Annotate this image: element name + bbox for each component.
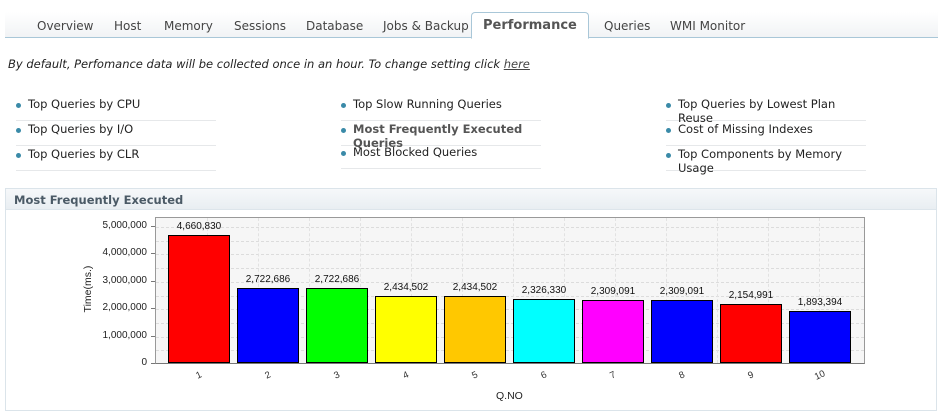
query-link-top-components-by-memory-usage[interactable]: Top Components by Memory Usage bbox=[666, 147, 866, 175]
bar-value-label: 2,154,991 bbox=[728, 289, 774, 301]
query-link-top-queries-by-cpu[interactable]: Top Queries by CPU bbox=[16, 97, 216, 121]
bar-q10[interactable] bbox=[789, 311, 851, 363]
tab-database[interactable]: Database bbox=[306, 19, 364, 33]
tab-queries[interactable]: Queries bbox=[604, 19, 651, 33]
query-link-cost-of-missing-indexes[interactable]: Cost of Missing Indexes bbox=[666, 122, 866, 146]
y-tick-mark bbox=[151, 280, 155, 282]
tab-wmi-monitor[interactable]: WMI Monitor bbox=[670, 19, 746, 33]
y-tick-label: 3,000,000 bbox=[102, 274, 148, 286]
gridline bbox=[156, 295, 864, 297]
y-tick-label: 4,000,000 bbox=[102, 247, 148, 259]
gridline bbox=[768, 218, 769, 363]
query-link-top-queries-by-lowest-plan-reuse[interactable]: Top Queries by Lowest Plan Reuse bbox=[666, 97, 866, 125]
query-link-most-blocked-queries[interactable]: Most Blocked Queries bbox=[341, 145, 541, 169]
gridline bbox=[156, 240, 864, 242]
gridline bbox=[819, 218, 820, 363]
bar-q8[interactable] bbox=[651, 299, 713, 363]
bar-value-label: 2,434,502 bbox=[383, 282, 429, 294]
tab-memory[interactable]: Memory bbox=[164, 19, 213, 33]
tab-performance[interactable]: Performance bbox=[471, 12, 589, 39]
y-tick-label: 2,000,000 bbox=[102, 302, 148, 314]
tab-bar: Overview Host Memory Sessions Database Jobs &… bbox=[5, 12, 938, 39]
bar-value-label: 2,434,502 bbox=[452, 282, 498, 294]
y-tick-mark bbox=[151, 363, 155, 364]
note-text: By default, Perfomance data will be coll… bbox=[8, 57, 504, 71]
change-setting-link[interactable]: here bbox=[503, 57, 530, 71]
y-tick-label: 5,000,000 bbox=[102, 220, 148, 231]
tab-sessions[interactable]: Sessions bbox=[234, 19, 287, 33]
bar-value-label: 2,309,091 bbox=[659, 285, 705, 297]
bar-q7[interactable] bbox=[582, 299, 644, 363]
y-tick-mark bbox=[151, 253, 155, 255]
y-tick-mark bbox=[151, 226, 155, 227]
gridline bbox=[156, 336, 864, 338]
y-tick-label: 0 bbox=[141, 357, 147, 368]
bar-value-label: 2,309,091 bbox=[590, 285, 636, 297]
y-tick-mark bbox=[151, 308, 155, 310]
y-tick-mark bbox=[151, 335, 155, 337]
bar-q3[interactable] bbox=[306, 288, 368, 363]
gridline bbox=[462, 218, 463, 363]
bar-value-label: 2,722,686 bbox=[314, 274, 360, 286]
gridline bbox=[513, 218, 514, 363]
query-link-top-queries-by-i-o[interactable]: Top Queries by I/O bbox=[16, 122, 216, 146]
bar-value-label: 2,326,330 bbox=[521, 285, 567, 297]
bar-q1[interactable] bbox=[168, 235, 230, 363]
gridline bbox=[156, 322, 864, 324]
bar-q9[interactable] bbox=[720, 303, 782, 363]
gridline bbox=[411, 218, 412, 363]
bar-value-label: 1,893,394 bbox=[797, 297, 843, 309]
gridline bbox=[615, 218, 616, 363]
x-axis-label: Q.NO bbox=[496, 390, 523, 402]
gridline bbox=[156, 254, 864, 256]
gridline bbox=[666, 218, 667, 363]
gridline bbox=[156, 350, 864, 352]
bar-value-label: 4,660,830 bbox=[176, 221, 222, 233]
bar-q5[interactable] bbox=[444, 296, 506, 363]
y-tick-label: 1,000,000 bbox=[102, 329, 148, 341]
panel-title: Most Frequently Executed bbox=[6, 189, 936, 210]
bar-q6[interactable] bbox=[513, 299, 575, 363]
bar-value-label: 2,722,686 bbox=[245, 274, 291, 286]
query-link-top-queries-by-clr[interactable]: Top Queries by CLR bbox=[16, 147, 216, 171]
gridline bbox=[564, 218, 565, 363]
collection-note: By default, Perfomance data will be coll… bbox=[8, 57, 530, 71]
gridline bbox=[156, 281, 864, 283]
bar-q4[interactable] bbox=[375, 296, 437, 363]
gridline bbox=[156, 309, 864, 311]
bar-q2[interactable] bbox=[237, 288, 299, 363]
y-axis-label: Time(ms.) bbox=[82, 265, 94, 313]
tab-jobs-backup[interactable]: Jobs & Backup bbox=[383, 19, 469, 33]
gridline bbox=[156, 227, 864, 228]
query-link-most-frequently-executed-queries[interactable]: Most Frequently Executed Queries bbox=[341, 122, 541, 150]
tab-host[interactable]: Host bbox=[114, 19, 142, 33]
gridline bbox=[717, 218, 718, 363]
tab-overview[interactable]: Overview bbox=[37, 19, 94, 33]
query-link-top-slow-running-queries[interactable]: Top Slow Running Queries bbox=[341, 97, 541, 121]
gridline bbox=[156, 268, 864, 270]
